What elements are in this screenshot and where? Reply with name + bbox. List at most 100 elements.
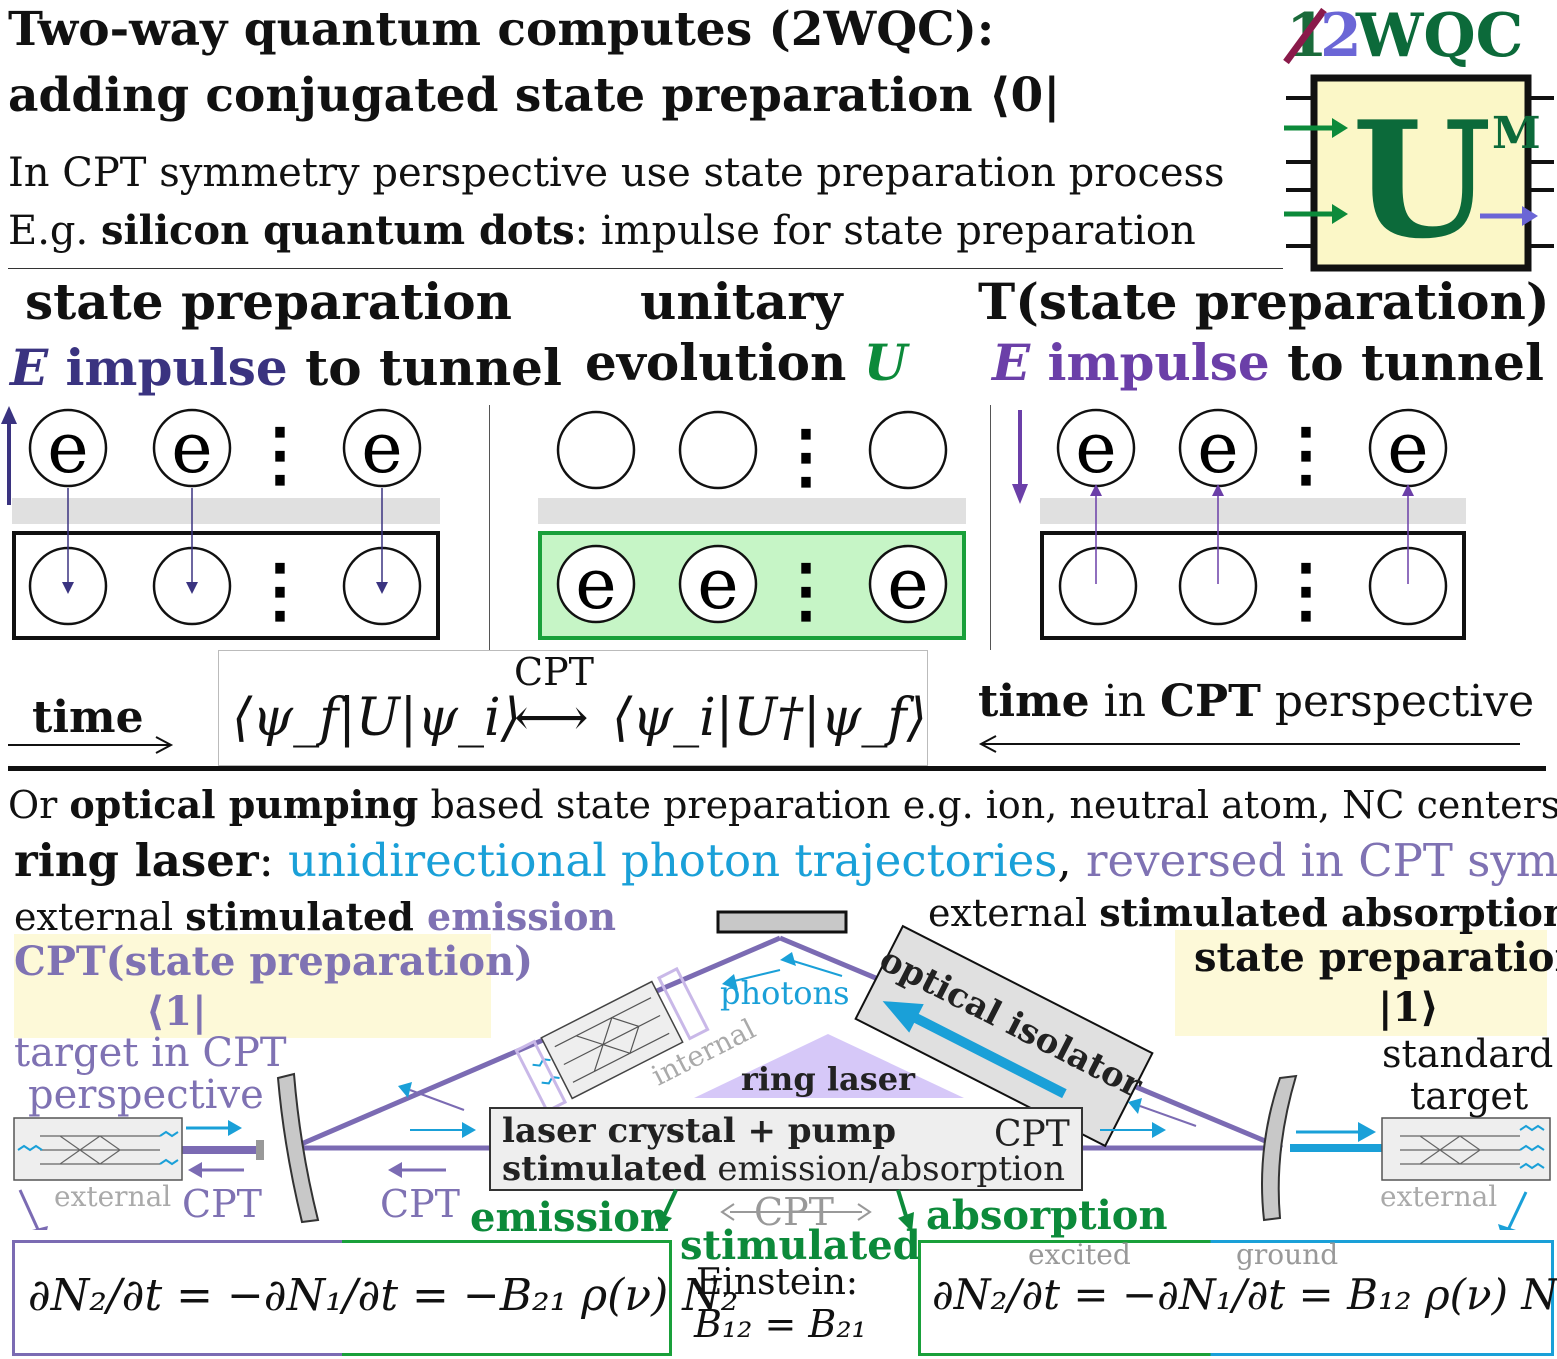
panel-separator [489, 405, 490, 650]
external-circuit-right-waves [1519, 1124, 1545, 1170]
u-symbol: U [863, 333, 908, 392]
emission-word: emission [413, 894, 617, 939]
external-right-arrow-head [1498, 1224, 1516, 1230]
electron-label: e [361, 407, 402, 489]
electron-dot [152, 408, 232, 488]
absorption-label: absorption [926, 1192, 1168, 1239]
ring-laser-triangle [694, 1034, 964, 1098]
section-divider [8, 766, 1546, 771]
panel-separator [990, 405, 991, 650]
absorption-equation: ∂N₂/∂t = −∂N₁/∂t = B₁₂ ρ(ν) N₁ [932, 1270, 1557, 1319]
logo-wire [1286, 188, 1316, 192]
external-absorption-label: external stimulated absorption [928, 890, 1557, 935]
crystal-cpt: CPT [994, 1114, 1070, 1155]
subtitle-line-4: E.g. silicon quantum dots: impulse for s… [8, 207, 1196, 254]
colon: : [258, 834, 289, 887]
optical-line-1: Or optical pumping based state preparati… [8, 782, 1557, 827]
title-line-1: Two-way quantum computes (2WQC): [8, 2, 995, 57]
title-line-2: adding conjugated state preparation ⟨0| [8, 68, 1061, 123]
unidirectional-text: unidirectional photon trajectories [288, 834, 1058, 887]
photon-arrow-head [1152, 1122, 1166, 1138]
formula-cpt-label: CPT [514, 650, 594, 694]
einstein-equation: B₁₂ = B₂₁ [694, 1302, 867, 1346]
photon-arrow-head [462, 1122, 476, 1138]
formula-box [218, 650, 928, 766]
external-left-label: external [54, 1180, 171, 1213]
absorption-arrow [896, 1189, 908, 1217]
cpt-left-2: CPT [380, 1182, 460, 1226]
ring-laser-word: ring laser [14, 834, 259, 887]
tunnel-barrier [538, 498, 966, 524]
photon-arrow-head [228, 1120, 242, 1136]
electron-dot [678, 544, 758, 624]
external-left-arrow [18, 1189, 40, 1230]
electron-dot [342, 408, 422, 488]
photon-arrow [729, 969, 781, 983]
cpt-arrow-head [188, 1162, 202, 1178]
subtitle-line-3: In CPT symmetry perspective use state pr… [8, 150, 1225, 196]
standard-label: standard [1382, 1032, 1554, 1076]
dots-label: ⋮ [771, 414, 841, 497]
external-circuit-left-waves [17, 1130, 179, 1166]
emission-arrow-head [654, 1212, 672, 1230]
cpt-arrow-head [388, 1162, 402, 1178]
logo-u: U [1352, 86, 1492, 272]
logo-wire [1526, 244, 1554, 248]
target-cpt-line-2: perspective [28, 1072, 264, 1118]
left-tunnel-word: to tunnel [287, 338, 562, 397]
cpt-mid-arrow-head-right [857, 1203, 872, 1221]
line4-bold: silicon quantum dots [100, 207, 575, 254]
electron-label: e [697, 543, 738, 625]
crystal-rest: emission/absorption [707, 1149, 1066, 1189]
photon-arrow-head [780, 952, 796, 966]
2wqc-logo: 1 2 WQC U M [1283, 1, 1554, 272]
left-e-symbol: E [10, 338, 49, 397]
comma: , [1057, 834, 1086, 887]
empty-dot [868, 410, 948, 490]
einstein-label: Einstein: [696, 1262, 859, 1303]
evolution-word: evolution [585, 333, 864, 392]
crystal-line-1: laser crystal + pump [502, 1111, 896, 1151]
logo-wire [1526, 96, 1554, 100]
cpt-arrow [409, 1089, 465, 1111]
emission-equation-box [12, 1240, 672, 1356]
electron-dot [28, 408, 108, 488]
formula-left: ⟨ψ_f|U|ψ_i⟩ [232, 688, 521, 748]
emission-arrow [662, 1189, 678, 1217]
left-curved-mirror [276, 1072, 320, 1224]
external-circuit-right-lines [1400, 1135, 1520, 1165]
stimulated-absorption-word: stimulated absorption [1099, 890, 1557, 935]
right-impulse-word: impulse [1047, 333, 1270, 392]
logo-letters: WQC [1355, 1, 1523, 71]
ring-laser-diagram: optical isolator photons internal ring l… [13, 910, 1551, 1230]
cpt-left-1: CPT [182, 1182, 262, 1226]
time-label: time [32, 692, 144, 743]
photon-arrow-head [1358, 1122, 1376, 1142]
electron-label: e [1197, 407, 1238, 489]
line4-prefix: E.g. [8, 208, 101, 254]
logo-arrow-in-head [1332, 204, 1348, 224]
middle-panel-title: unitary [640, 272, 843, 331]
ket-one-label: |1⟩ [1378, 984, 1439, 1031]
external-circuit-left-lines [40, 1135, 160, 1165]
absorption-equation-box [918, 1240, 1554, 1356]
electron-label: e [1387, 407, 1428, 489]
electron-label: e [575, 543, 616, 625]
impulse-down-arrow-head [1012, 484, 1028, 504]
logo-digit: 2 [1320, 1, 1362, 71]
logo-wire [1286, 160, 1316, 164]
logo-wire [1526, 160, 1554, 164]
perspective-word: perspective [1260, 676, 1535, 727]
tunnel-barrier [12, 498, 440, 524]
middle-panel-subtitle: evolution U [585, 333, 907, 392]
optical-line-1-rest: based state preparation e.g. ion, neutra… [418, 783, 1557, 827]
logo-arrow-in-head [1332, 118, 1348, 138]
dots-label: ⋮ [1271, 412, 1341, 495]
cpt-mid-label: CPT [754, 1190, 834, 1234]
bra-one-label: ⟨1| [146, 988, 207, 1035]
right-panel-title: T(state preparation) [978, 272, 1550, 331]
electron-label: e [887, 543, 928, 625]
cpt-word: CPT [1159, 676, 1261, 727]
photons-label: photons [720, 974, 850, 1012]
cpt-state-prep-box [14, 934, 491, 1038]
